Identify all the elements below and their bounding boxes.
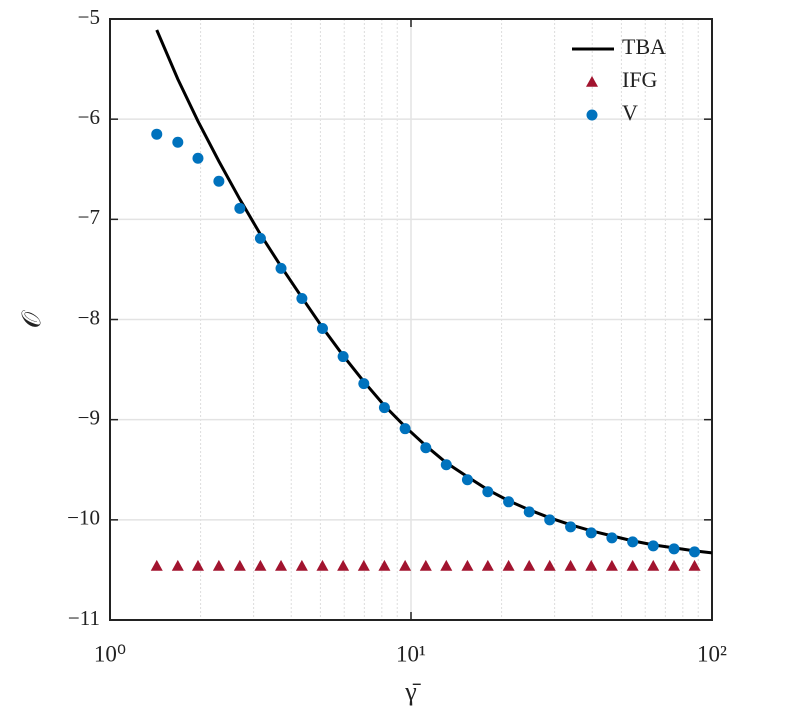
legend-label: IFG	[622, 67, 658, 92]
circle-marker	[544, 514, 556, 526]
legend-label: V	[622, 100, 638, 125]
triangle-marker	[171, 559, 184, 571]
circle-marker	[172, 136, 184, 148]
triangle-marker	[481, 559, 494, 571]
legend-marker	[586, 109, 598, 121]
triangle-marker	[212, 559, 225, 571]
triangle-marker	[191, 559, 204, 571]
circle-marker	[668, 543, 680, 555]
y-tick-label: −7	[78, 205, 100, 229]
triangle-marker	[295, 559, 308, 571]
circle-marker	[151, 128, 163, 140]
y-tick-label: −9	[78, 405, 100, 429]
triangle-marker	[626, 559, 639, 571]
x-axis-label: γ̄	[404, 677, 420, 706]
triangle-marker	[419, 559, 432, 571]
triangle-marker	[316, 559, 329, 571]
circle-marker	[482, 486, 494, 498]
triangle-marker	[254, 559, 267, 571]
y-tick-label: −10	[67, 506, 100, 530]
triangle-marker	[523, 559, 536, 571]
circle-marker	[358, 378, 370, 390]
triangle-marker	[233, 559, 246, 571]
y-tick-label: −8	[78, 305, 100, 329]
series-line	[155, 29, 713, 555]
circle-marker	[523, 506, 535, 518]
circle-marker	[275, 262, 287, 274]
circle-marker	[337, 351, 349, 363]
legend-marker	[586, 76, 598, 87]
triangle-marker	[502, 559, 515, 571]
circle-marker	[606, 532, 618, 544]
triangle-marker	[585, 559, 598, 571]
legend-label: TBA	[622, 34, 666, 59]
x-tick-label: 10²	[697, 641, 727, 666]
circle-marker	[503, 496, 515, 508]
circle-marker	[440, 459, 452, 471]
y-axis-label: 𝒪	[17, 310, 46, 328]
triangle-marker	[150, 559, 163, 571]
triangle-marker	[461, 559, 474, 571]
circle-marker	[689, 546, 701, 558]
y-tick-label: −11	[68, 606, 100, 630]
triangle-marker	[275, 559, 288, 571]
triangle-marker	[564, 559, 577, 571]
circle-marker	[647, 540, 659, 552]
circle-marker	[254, 232, 266, 244]
triangle-marker	[337, 559, 350, 571]
circle-marker	[585, 527, 597, 539]
triangle-marker	[378, 559, 391, 571]
circle-marker	[296, 292, 308, 304]
x-tick-label: 10⁰	[94, 641, 126, 666]
triangle-marker	[647, 559, 660, 571]
circle-marker	[420, 442, 432, 454]
triangle-marker	[440, 559, 453, 571]
circle-marker	[192, 152, 204, 164]
circle-marker	[234, 202, 246, 214]
x-tick-label: 10¹	[396, 641, 426, 666]
y-tick-label: −6	[78, 105, 100, 129]
circle-marker	[399, 423, 411, 435]
circle-marker	[627, 536, 639, 548]
triangle-marker	[605, 559, 618, 571]
axes-box	[109, 18, 713, 621]
triangle-marker	[668, 559, 681, 571]
y-tick-label: −5	[78, 5, 100, 29]
triangle-marker	[688, 559, 701, 571]
circle-marker	[316, 323, 328, 335]
circle-marker	[213, 175, 225, 187]
circle-marker	[378, 402, 390, 414]
triangle-marker	[399, 559, 412, 571]
circle-marker	[461, 474, 473, 486]
triangle-marker	[357, 559, 370, 571]
circle-marker	[565, 521, 577, 533]
triangle-marker	[543, 559, 556, 571]
